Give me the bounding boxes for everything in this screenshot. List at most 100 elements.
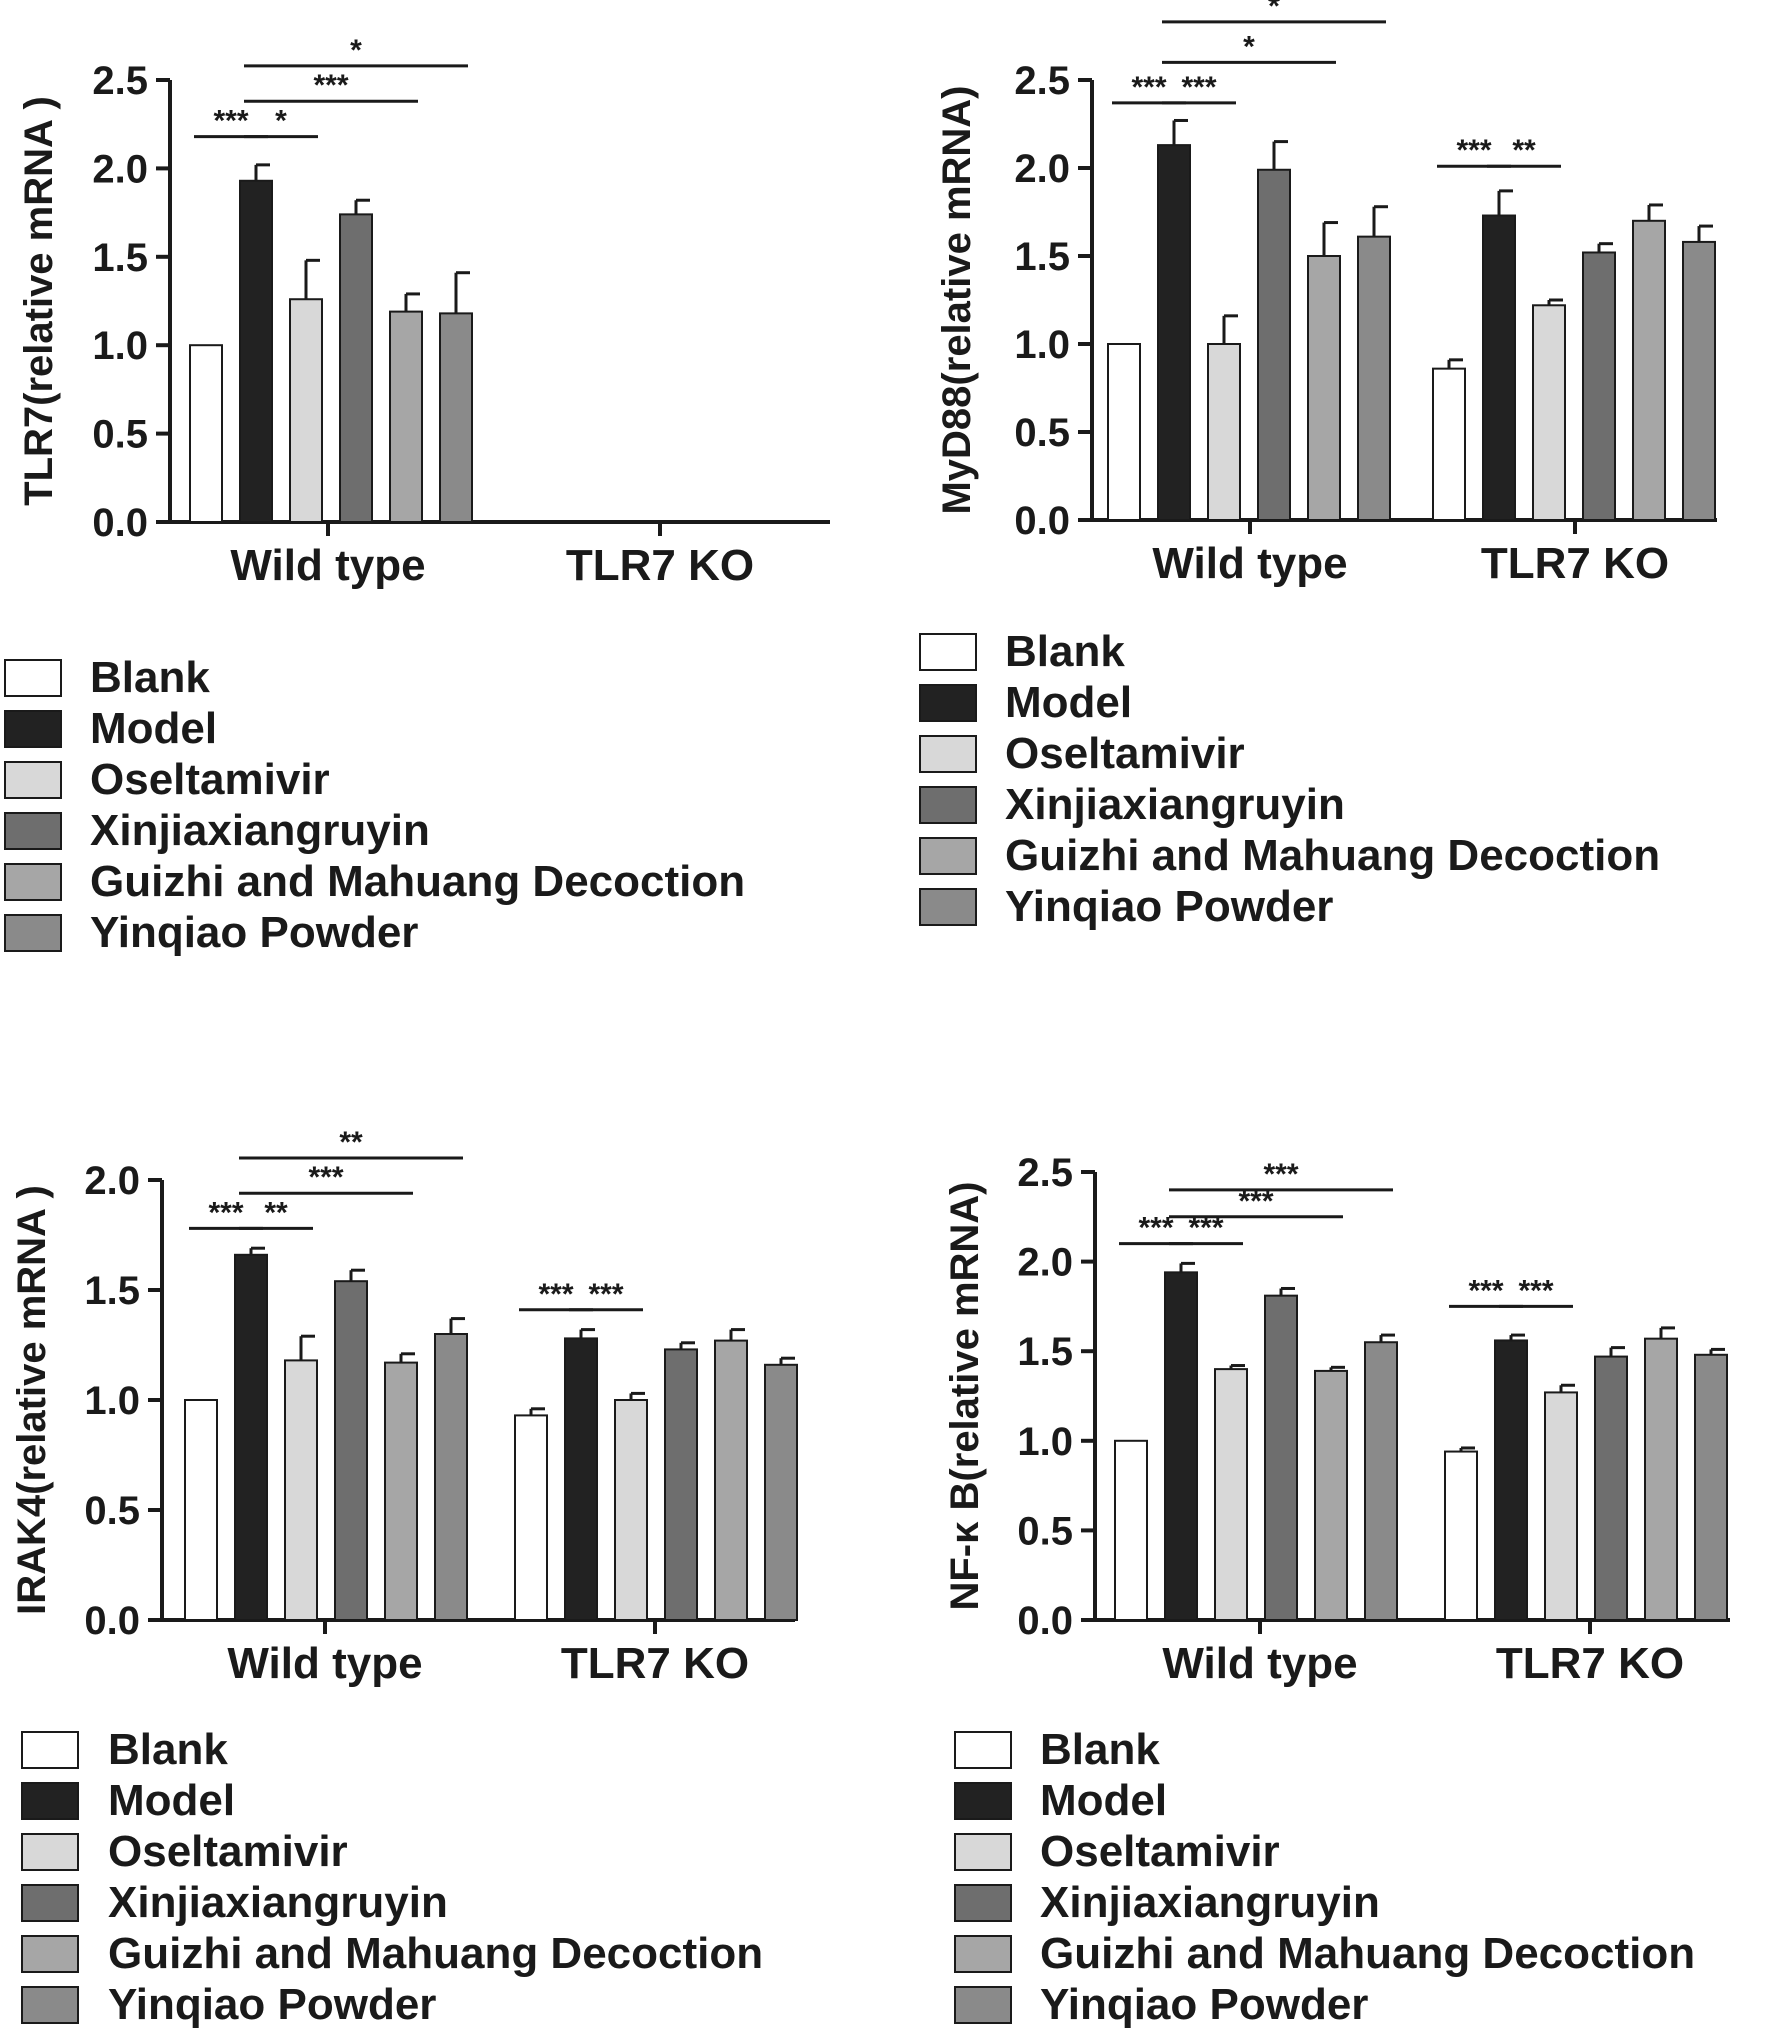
- y-tick-label: 2.0: [1014, 147, 1070, 191]
- y-tick-label: 1.0: [1017, 1420, 1073, 1464]
- bar-xinjiaxiangruyin: [334, 1280, 368, 1621]
- legend-swatch: [954, 1935, 1012, 1973]
- legend-label: Guizhi and Mahuang Decoction: [1005, 831, 1660, 880]
- bar-oseltamivir: [289, 298, 323, 523]
- bar-guizhi-and-mahuang-decoction: [384, 1361, 418, 1621]
- y-tick-label: 0.5: [1014, 411, 1070, 455]
- bar-xinjiaxiangruyin: [339, 213, 373, 523]
- legend-swatch: [21, 1731, 79, 1769]
- legend: BlankModelOseltamivirXinjiaxiangruyinGui…: [21, 1725, 763, 2029]
- legend-label: Model: [108, 1776, 235, 1825]
- bar-yinqiao-powder: [1364, 1341, 1398, 1621]
- significance-label: ***: [313, 69, 348, 102]
- x-category-label: Wild type: [230, 541, 425, 590]
- bar-model: [564, 1337, 598, 1622]
- bar-blank: [514, 1414, 548, 1622]
- legend-swatch: [954, 1986, 1012, 2024]
- bar-yinqiao-powder: [1682, 240, 1716, 521]
- legend-swatch: [21, 1986, 79, 2024]
- y-tick-label: 2.5: [92, 59, 148, 103]
- legend-label: Model: [90, 704, 217, 753]
- bar-blank: [1114, 1439, 1148, 1622]
- legend-label: Oseltamivir: [90, 755, 330, 804]
- significance-label: **: [264, 1196, 288, 1229]
- y-axis-label: IRAK4(relative mRNA ): [10, 1185, 54, 1615]
- y-axis-label: NF-κ B(relative mRNA): [943, 1181, 987, 1610]
- legend-label: Xinjiaxiangruyin: [90, 806, 430, 855]
- legend-swatch: [4, 710, 62, 748]
- y-tick-label: 1.0: [84, 1379, 140, 1423]
- y-tick-label: 1.5: [84, 1269, 140, 1313]
- legend-label: Yinqiao Powder: [1005, 882, 1333, 931]
- legend-swatch: [4, 812, 62, 850]
- significance-label: **: [339, 1126, 363, 1159]
- legend-swatch: [4, 863, 62, 901]
- bar-oseltamivir: [1544, 1391, 1578, 1622]
- legend-swatch: [21, 1782, 79, 1820]
- legend-label: Blank: [1040, 1725, 1160, 1774]
- bar-oseltamivir: [284, 1359, 318, 1622]
- bar-xinjiaxiangruyin: [1264, 1294, 1298, 1621]
- legend-label: Guizhi and Mahuang Decoction: [1040, 1929, 1695, 1978]
- legend-label: Oseltamivir: [108, 1827, 348, 1876]
- legend-swatch: [21, 1884, 79, 1922]
- significance-label: **: [1512, 134, 1536, 167]
- bar-oseltamivir: [1214, 1368, 1248, 1621]
- bar-yinqiao-powder: [1357, 235, 1391, 521]
- legend-label: Xinjiaxiangruyin: [1040, 1878, 1380, 1927]
- bar-xinjiaxiangruyin: [1582, 251, 1616, 521]
- y-axis-label: MyD88(relative mRNA): [935, 85, 979, 514]
- y-axis-label: TLR7(relative mRNA ): [17, 96, 61, 506]
- bar-blank: [1444, 1450, 1478, 1621]
- legend-swatch: [919, 786, 977, 824]
- legend-swatch: [21, 1935, 79, 1973]
- bar-yinqiao-powder: [1694, 1353, 1728, 1622]
- chart-panel-4: 0.0 0.5 1.0 1.5 2.0 2.5 NF-κ B(relative mRNA) W…: [943, 1151, 1730, 2029]
- bar-model: [1494, 1339, 1528, 1621]
- legend-label: Oseltamivir: [1005, 729, 1245, 778]
- legend: BlankModelOseltamivirXinjiaxiangruyinGui…: [4, 653, 745, 957]
- bar-guizhi-and-mahuang-decoction: [714, 1339, 748, 1621]
- x-category-label: Wild type: [227, 1639, 422, 1688]
- legend-label: Xinjiaxiangruyin: [1005, 780, 1345, 829]
- legend-swatch: [4, 914, 62, 952]
- bar-xinjiaxiangruyin: [1594, 1355, 1628, 1622]
- x-category-label: TLR7 KO: [566, 541, 754, 590]
- legend-label: Oseltamivir: [1040, 1827, 1280, 1876]
- y-tick-label: 0.5: [92, 413, 148, 457]
- bar-model: [1157, 144, 1191, 521]
- legend-label: Yinqiao Powder: [108, 1980, 436, 2029]
- y-tick-label: 0.0: [1017, 1599, 1073, 1643]
- y-tick-label: 0.0: [84, 1599, 140, 1643]
- bar-yinqiao-powder: [434, 1333, 468, 1621]
- y-tick-label: 0.5: [84, 1489, 140, 1533]
- bar-model: [1164, 1271, 1198, 1622]
- bar-guizhi-and-mahuang-decoction: [1632, 219, 1666, 522]
- chart-panel-3: 0.0 0.5 1.0 1.5 2.0 IRAK4(relative mRNA ) Wild…: [10, 1126, 798, 2029]
- chart-panel-1: 0.0 0.5 1.0 1.5 2.0 2.5 TLR7(relative mRNA ) Wi…: [4, 34, 830, 957]
- legend-swatch: [954, 1884, 1012, 1922]
- legend-swatch: [4, 659, 62, 697]
- significance-label: ***: [208, 1196, 243, 1229]
- y-tick-label: 1.5: [1017, 1330, 1073, 1374]
- bar-oseltamivir: [1207, 343, 1241, 521]
- legend-label: Blank: [90, 653, 210, 702]
- significance-label: *: [350, 34, 362, 67]
- significance-label: ***: [213, 105, 248, 138]
- y-tick-label: 2.0: [1017, 1241, 1073, 1285]
- legend-swatch: [954, 1782, 1012, 1820]
- legend: BlankModelOseltamivirXinjiaxiangruyinGui…: [954, 1725, 1695, 2029]
- y-tick-label: 2.5: [1014, 59, 1070, 103]
- chart-panel-2: 0.0 0.5 1.0 1.5 2.0 2.5 MyD88(relative mRNA) Wi…: [919, 0, 1717, 931]
- significance-label: ***: [1181, 71, 1216, 104]
- significance-label: ***: [1456, 134, 1491, 167]
- legend-swatch: [21, 1833, 79, 1871]
- significance-label: *: [1268, 0, 1280, 23]
- significance-label: ***: [588, 1278, 623, 1311]
- legend-swatch: [919, 888, 977, 926]
- legend-swatch: [954, 1833, 1012, 1871]
- bar-blank: [1432, 367, 1466, 522]
- significance-label: ***: [308, 1161, 343, 1194]
